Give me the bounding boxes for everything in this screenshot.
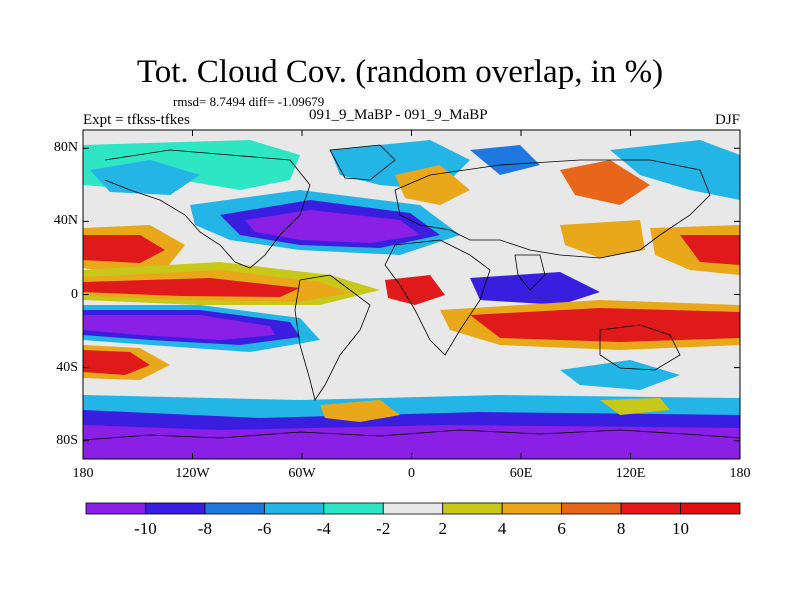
eurasia-coast (394, 159, 711, 259)
lon-label-2: 60W (288, 466, 316, 481)
colorbar-swatch-2 (204, 502, 265, 515)
south-america-coast (294, 274, 371, 401)
plot-title: Tot. Cloud Cov. (random overlap, in %) (136, 54, 664, 90)
east-asia-red (680, 235, 740, 265)
colorbar-swatch-7 (501, 502, 563, 515)
australia-coast (599, 324, 681, 371)
axis-ticks (82, 130, 741, 459)
colorbar-swatch-9 (620, 502, 681, 515)
colorbar-label-9: 10 (672, 519, 690, 538)
experiment-label: Expt = tfkss-tfkes (83, 112, 190, 128)
colorbar-label-1: -8 (197, 519, 212, 538)
colorbar-swatch-10 (680, 502, 741, 515)
lat-label-2: 0 (71, 286, 78, 302)
antarctica-coast (83, 429, 740, 441)
greenland-coast (329, 144, 396, 181)
siberia-orange-patch (560, 160, 650, 205)
antarctic-yellow-patch (600, 398, 670, 415)
colorbar-label-3: -4 (316, 519, 331, 538)
lon-label-5: 120E (615, 466, 646, 481)
colorbar-label-6: 4 (497, 519, 507, 538)
colorbar-swatch-0 (85, 502, 146, 515)
colorbar-swatch-3 (263, 502, 325, 515)
north-pacific-red (83, 235, 165, 263)
lon-label-0: 180 (72, 466, 94, 481)
lat-label-3: 40S (56, 359, 78, 375)
lon-label-3: 0 (408, 466, 415, 481)
south-pacific-red (83, 350, 150, 375)
colorbar-label-8: 8 (616, 519, 626, 538)
southeast-cyan-patch (560, 360, 680, 390)
case-label: 091_9_MaBP - 091_9_MaBP (309, 107, 488, 123)
colorbar-label-2: -6 (257, 519, 272, 538)
colorbar-swatch-8 (561, 502, 622, 515)
northeast-asia-cyan (610, 140, 740, 200)
lat-label-4: 80S (56, 432, 78, 448)
arctic-teal-patch (90, 160, 200, 195)
lon-label-4: 60E (509, 466, 533, 481)
central-asia-orange (560, 220, 645, 258)
indian-ocean-purple (470, 272, 600, 305)
colorbar-label-5: 2 (438, 519, 447, 538)
lat-label-0: 80N (53, 140, 78, 156)
africa-coast (384, 239, 491, 356)
colorbar (85, 502, 741, 515)
lat-label-1: 40N (53, 213, 78, 229)
africa-red-patch (385, 275, 445, 305)
south-indian-red-band (470, 308, 740, 342)
antarctic-orange-patch (320, 400, 400, 422)
lon-label-6: 180 (729, 466, 751, 481)
north-subtropical-purple-band (245, 210, 420, 243)
north-pole-teal (470, 145, 540, 175)
colorbar-swatch-6 (442, 502, 503, 515)
rmsd-diff-stats: rmsd= 8.7494 diff= -1.09679 (173, 94, 325, 109)
colorbar-label-4: -2 (376, 519, 391, 538)
season-label: DJF (714, 112, 740, 128)
equatorial-red-band (83, 278, 300, 297)
north-america-coast (104, 149, 311, 269)
lon-label-1: 120W (175, 466, 210, 481)
south-tropical-purple-band (83, 315, 275, 340)
colorbar-label-0: -10 (134, 519, 157, 538)
india-coast (514, 254, 546, 291)
colorbar-label-7: 6 (557, 519, 566, 538)
colorbar-swatch-5 (382, 502, 444, 515)
colorbar-swatch-1 (145, 502, 206, 515)
map-area (83, 130, 740, 459)
coastlines (83, 144, 740, 441)
colorbar-swatch-4 (323, 502, 384, 515)
southern-ocean-purple (83, 425, 740, 459)
eurasia-orange-patch (395, 165, 470, 205)
